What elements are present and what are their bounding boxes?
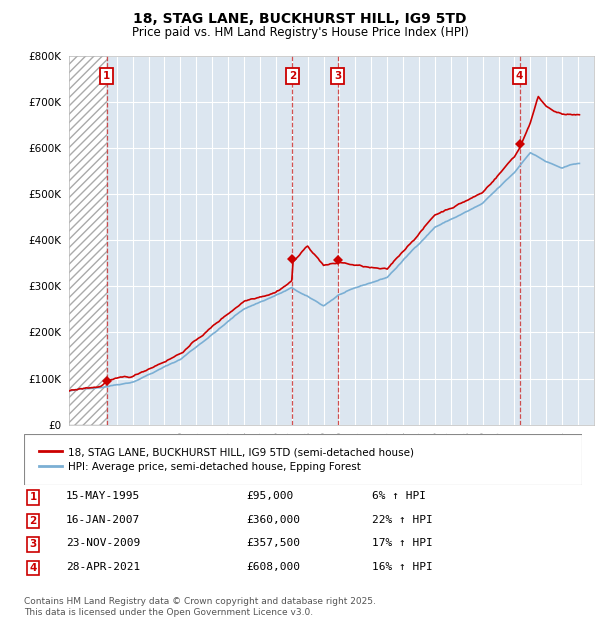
Text: Contains HM Land Registry data © Crown copyright and database right 2025.
This d: Contains HM Land Registry data © Crown c… bbox=[24, 598, 376, 617]
Text: 2: 2 bbox=[29, 516, 37, 526]
Text: 6% ↑ HPI: 6% ↑ HPI bbox=[372, 491, 426, 501]
Text: 3: 3 bbox=[29, 539, 37, 549]
Text: 28-APR-2021: 28-APR-2021 bbox=[66, 562, 140, 572]
Text: £95,000: £95,000 bbox=[246, 491, 293, 501]
Text: 4: 4 bbox=[516, 71, 523, 81]
Text: 15-MAY-1995: 15-MAY-1995 bbox=[66, 491, 140, 501]
Text: £357,500: £357,500 bbox=[246, 538, 300, 548]
Text: 16% ↑ HPI: 16% ↑ HPI bbox=[372, 562, 433, 572]
Text: 2: 2 bbox=[289, 71, 296, 81]
Text: 3: 3 bbox=[334, 71, 341, 81]
Text: 4: 4 bbox=[29, 563, 37, 573]
Text: 1: 1 bbox=[103, 71, 110, 81]
Legend: 18, STAG LANE, BUCKHURST HILL, IG9 5TD (semi-detached house), HPI: Average price: 18, STAG LANE, BUCKHURST HILL, IG9 5TD (… bbox=[35, 443, 418, 476]
Text: £360,000: £360,000 bbox=[246, 515, 300, 525]
Text: 18, STAG LANE, BUCKHURST HILL, IG9 5TD: 18, STAG LANE, BUCKHURST HILL, IG9 5TD bbox=[133, 12, 467, 27]
Text: 17% ↑ HPI: 17% ↑ HPI bbox=[372, 538, 433, 548]
Text: £608,000: £608,000 bbox=[246, 562, 300, 572]
Bar bbox=[69, 56, 107, 425]
Text: 23-NOV-2009: 23-NOV-2009 bbox=[66, 538, 140, 548]
Text: 16-JAN-2007: 16-JAN-2007 bbox=[66, 515, 140, 525]
Text: 1: 1 bbox=[29, 492, 37, 502]
Text: 22% ↑ HPI: 22% ↑ HPI bbox=[372, 515, 433, 525]
Text: Price paid vs. HM Land Registry's House Price Index (HPI): Price paid vs. HM Land Registry's House … bbox=[131, 26, 469, 39]
